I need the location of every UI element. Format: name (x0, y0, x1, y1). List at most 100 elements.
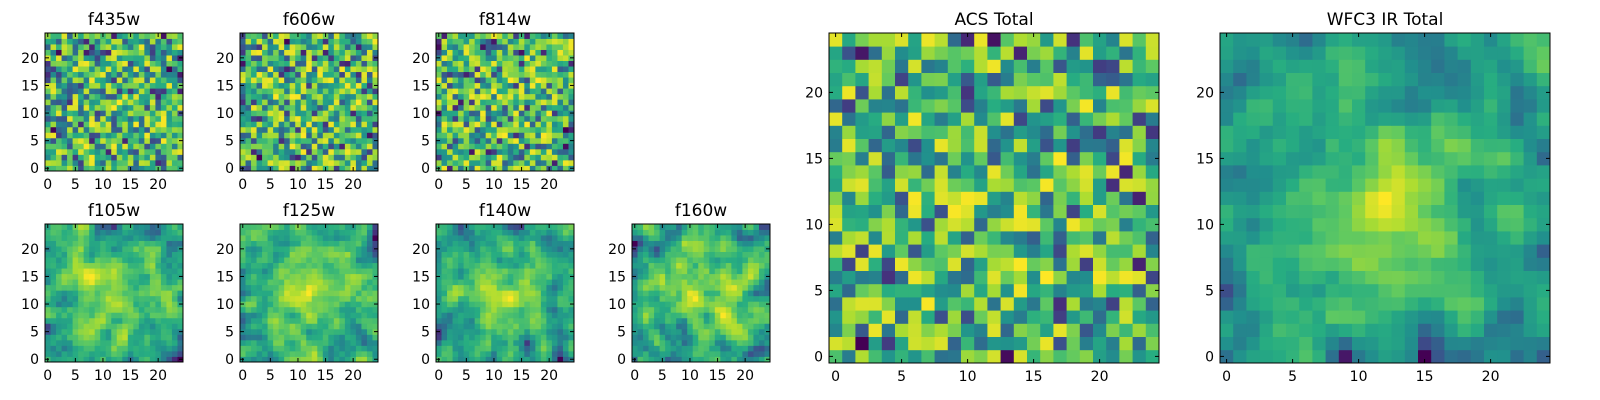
heatmap-cell (551, 345, 558, 352)
heatmap-cell (764, 306, 771, 313)
heatmap-cell (133, 110, 140, 117)
heatmap-cell (78, 257, 85, 264)
heatmap-cell (50, 317, 57, 324)
heatmap-cell (350, 38, 357, 45)
heatmap-cell (251, 33, 257, 39)
heatmap-cell (692, 290, 699, 297)
heatmap-cell (829, 191, 843, 205)
heatmap-cell (133, 159, 140, 166)
heatmap-cell (747, 350, 754, 357)
heatmap-cell (372, 104, 379, 111)
heatmap-cell (306, 224, 313, 230)
heatmap-cell (333, 82, 340, 89)
heatmap-cell (177, 60, 184, 67)
heatmap-cell (78, 334, 85, 341)
heatmap-cell (289, 317, 296, 324)
heatmap-cell (868, 191, 883, 205)
heatmap-cell (529, 240, 536, 247)
heatmap-cell (758, 279, 765, 286)
heatmap-cell (144, 306, 151, 313)
heatmap-cell (361, 312, 368, 319)
heatmap-cell (78, 88, 85, 95)
heatmap-cell (144, 273, 151, 280)
heatmap-cell (111, 121, 118, 128)
heatmap-cell (361, 339, 368, 346)
heatmap-cell (562, 159, 569, 166)
heatmap-cell (89, 273, 96, 280)
heatmap-cell (758, 246, 765, 252)
heatmap-cell (648, 323, 655, 330)
heatmap-cell (474, 290, 481, 297)
heatmap-cell (496, 154, 503, 161)
x-tick-label: 0 (43, 177, 52, 193)
heatmap-cell (100, 71, 107, 78)
heatmap-cell (720, 279, 727, 286)
heatmap-cell (333, 224, 340, 230)
heatmap-cell (513, 240, 520, 247)
heatmap-cell (240, 257, 246, 264)
heatmap-cell (961, 217, 975, 232)
heatmap-cell (262, 88, 268, 95)
heatmap-cell (665, 257, 672, 264)
heatmap-cell (256, 273, 263, 280)
heatmap-cell (273, 71, 280, 78)
heatmap-cell (306, 262, 313, 269)
heatmap-cell (557, 126, 564, 133)
heatmap-cell (654, 345, 660, 352)
heatmap-cell (562, 66, 569, 73)
heatmap-cell (366, 99, 373, 106)
heatmap-cell (295, 251, 302, 258)
heatmap-cell (535, 71, 542, 78)
heatmap-cell (535, 148, 542, 155)
heatmap-cell (562, 235, 569, 241)
heatmap-cell (557, 229, 564, 236)
heatmap-cell (474, 88, 481, 95)
heatmap-cell (895, 270, 909, 285)
heatmap-cell (306, 77, 313, 84)
heatmap-cell (251, 334, 257, 341)
heatmap-cell (328, 49, 335, 56)
heatmap-cell (687, 339, 694, 346)
heatmap-cell (1093, 165, 1107, 179)
heatmap-cell (742, 240, 749, 247)
heatmap-cell (709, 229, 716, 236)
heatmap-cell (83, 33, 90, 39)
heatmap-cell (518, 273, 525, 280)
heatmap-cell (895, 297, 909, 311)
heatmap-cell (273, 44, 280, 50)
heatmap-cell (122, 88, 129, 95)
heatmap-cell (166, 143, 173, 150)
heatmap-cell (317, 121, 324, 128)
heatmap-cell (469, 240, 476, 247)
heatmap-cell (908, 178, 922, 192)
heatmap-cell (469, 165, 476, 172)
heatmap-cell (133, 71, 140, 78)
heatmap-cell (166, 262, 173, 269)
heatmap-cell (160, 350, 167, 357)
heatmap-cell (637, 290, 644, 297)
heatmap-cell (366, 159, 373, 166)
heatmap-cell (687, 334, 694, 341)
heatmap-cell (540, 49, 547, 56)
heatmap-cell (562, 82, 569, 89)
heatmap-cell (720, 312, 727, 319)
heatmap-cell (361, 273, 368, 280)
heatmap-cell (654, 306, 660, 313)
heatmap-cell (256, 295, 263, 302)
heatmap-cell (149, 110, 156, 117)
heatmap-cell (256, 235, 263, 241)
heatmap-cell (557, 350, 564, 357)
heatmap-cell (709, 268, 716, 275)
heatmap-cell (491, 121, 498, 128)
heatmap-cell (105, 104, 112, 111)
heatmap-cell (568, 66, 575, 73)
heatmap-cell (45, 334, 51, 341)
heatmap-cell (518, 246, 525, 252)
heatmap-cell (518, 132, 525, 139)
heatmap-cell (171, 262, 178, 269)
heatmap-cell (535, 268, 542, 275)
heatmap-cell (1053, 165, 1067, 179)
heatmap-cell (127, 49, 134, 56)
heatmap-cell (339, 33, 346, 39)
